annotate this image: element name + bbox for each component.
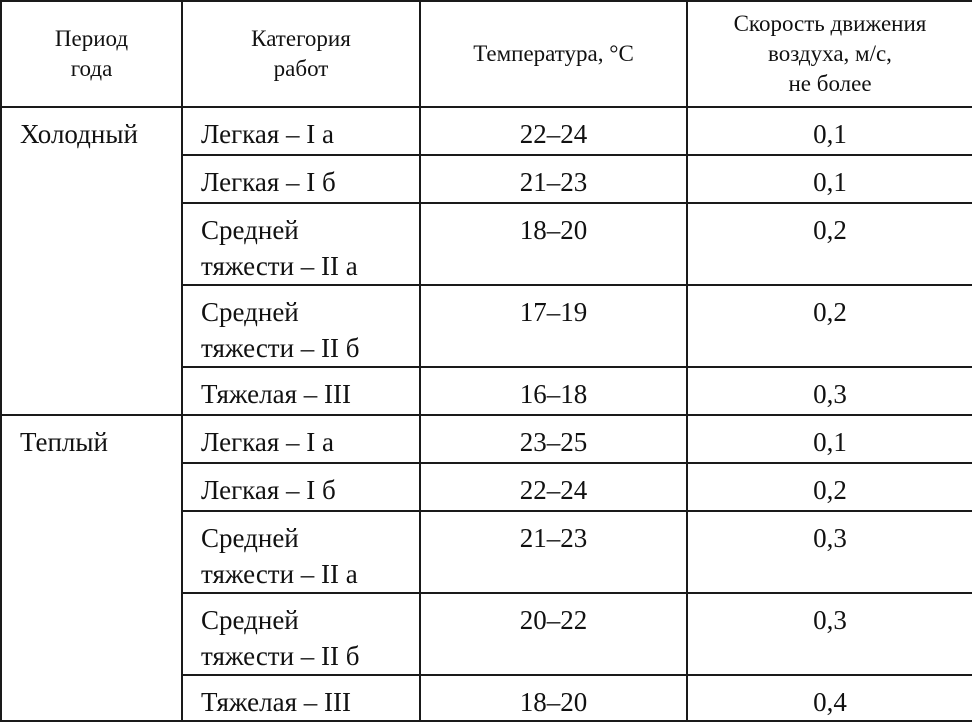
category-cell: Тяжелая – III <box>181 366 421 416</box>
table-row: Средней тяжести – II б 20–22 0,3 <box>1 592 972 676</box>
period-cell: Холодный <box>0 106 183 416</box>
temperature-cell: 21–23 <box>419 510 688 594</box>
category-cell: Легкая – I б <box>181 154 421 204</box>
temperature-cell: 20–22 <box>419 592 688 676</box>
category-line: Средней <box>201 523 299 553</box>
header-category-line: работ <box>273 56 329 81</box>
temperature-cell: 22–24 <box>419 462 688 512</box>
temperature-cell: 21–23 <box>419 154 688 204</box>
header-period-line: года <box>70 56 113 81</box>
temperature-cell: 16–18 <box>419 366 688 416</box>
table-row: Легкая – I б 22–24 0,2 <box>1 462 972 512</box>
category-line: Легкая – I б <box>201 475 336 505</box>
category-line: тяжести – II а <box>201 251 358 281</box>
table-body: Холодный Легкая – I а 22–24 0,1 Легкая –… <box>0 106 972 722</box>
category-line: тяжести – II б <box>201 641 360 671</box>
category-cell: Легкая – I б <box>181 462 421 512</box>
header-air-speed: Скорость движения воздуха, м/с, не более <box>686 0 972 108</box>
air-speed-cell: 0,2 <box>686 284 972 368</box>
table-row: Тяжелая – III 18–20 0,4 <box>1 674 972 722</box>
temperature-cell: 22–24 <box>419 106 688 156</box>
header-row: Период года Категория работ Температура,… <box>0 0 972 108</box>
category-cell: Легкая – I а <box>181 414 421 464</box>
header-air-speed-line: воздуха, м/с, <box>768 41 892 66</box>
temperature-cell: 17–19 <box>419 284 688 368</box>
category-line: Средней <box>201 297 299 327</box>
table-row: Теплый Легкая – I а 23–25 0,1 <box>0 414 972 722</box>
table-row: Тяжелая – III 16–18 0,3 <box>1 366 972 416</box>
temperature-cell: 18–20 <box>419 202 688 286</box>
air-speed-cell: 0,3 <box>686 510 972 594</box>
category-line: тяжести – II б <box>201 333 360 363</box>
header-category: Категория работ <box>181 0 421 108</box>
table-row: Средней тяжести – II б 17–19 0,2 <box>1 284 972 368</box>
header-temperature: Температура, °С <box>419 0 688 108</box>
table-row: Холодный Легкая – I а 22–24 0,1 <box>0 106 972 416</box>
air-speed-cell: 0,2 <box>686 202 972 286</box>
category-line: тяжести – II а <box>201 559 358 589</box>
category-line: Легкая – I а <box>201 119 335 149</box>
air-speed-cell: 0,1 <box>686 154 972 204</box>
category-line: Легкая – I а <box>201 427 335 457</box>
air-speed-cell: 0,3 <box>686 592 972 676</box>
temperature-cell: 23–25 <box>419 414 688 464</box>
air-speed-cell: 0,2 <box>686 462 972 512</box>
header-temperature-line: Температура, °С <box>473 41 634 66</box>
table-row: Средней тяжести – II а 21–23 0,3 <box>1 510 972 594</box>
header-air-speed-line: Скорость движения <box>733 11 927 36</box>
air-speed-cell: 0,1 <box>686 414 972 464</box>
header-air-speed-line: не более <box>788 71 872 96</box>
category-line: Легкая – I б <box>201 167 336 197</box>
temperature-cell: 18–20 <box>419 674 688 722</box>
table-row: Легкая – I б 21–23 0,1 <box>1 154 972 204</box>
category-cell: Тяжелая – III <box>181 674 421 722</box>
category-cell: Средней тяжести – II б <box>181 592 421 676</box>
category-cell: Легкая – I а <box>181 106 421 156</box>
air-speed-cell: 0,1 <box>686 106 972 156</box>
header-period: Период года <box>0 0 183 108</box>
category-line: Тяжелая – III <box>201 687 352 717</box>
air-speed-cell: 0,4 <box>686 674 972 722</box>
category-cell: Средней тяжести – II б <box>181 284 421 368</box>
category-line: Тяжелая – III <box>201 379 352 409</box>
category-cell: Средней тяжести – II а <box>181 510 421 594</box>
category-cell: Средней тяжести – II а <box>181 202 421 286</box>
table-row: Средней тяжести – II а 18–20 0,2 <box>1 202 972 286</box>
header-category-line: Категория <box>251 26 351 51</box>
period-cell: Теплый <box>0 414 183 722</box>
category-line: Средней <box>201 215 299 245</box>
header-period-line: Период <box>54 26 129 51</box>
table-header: Период года Категория работ Температура,… <box>0 0 972 108</box>
category-line: Средней <box>201 605 299 635</box>
air-speed-cell: 0,3 <box>686 366 972 416</box>
